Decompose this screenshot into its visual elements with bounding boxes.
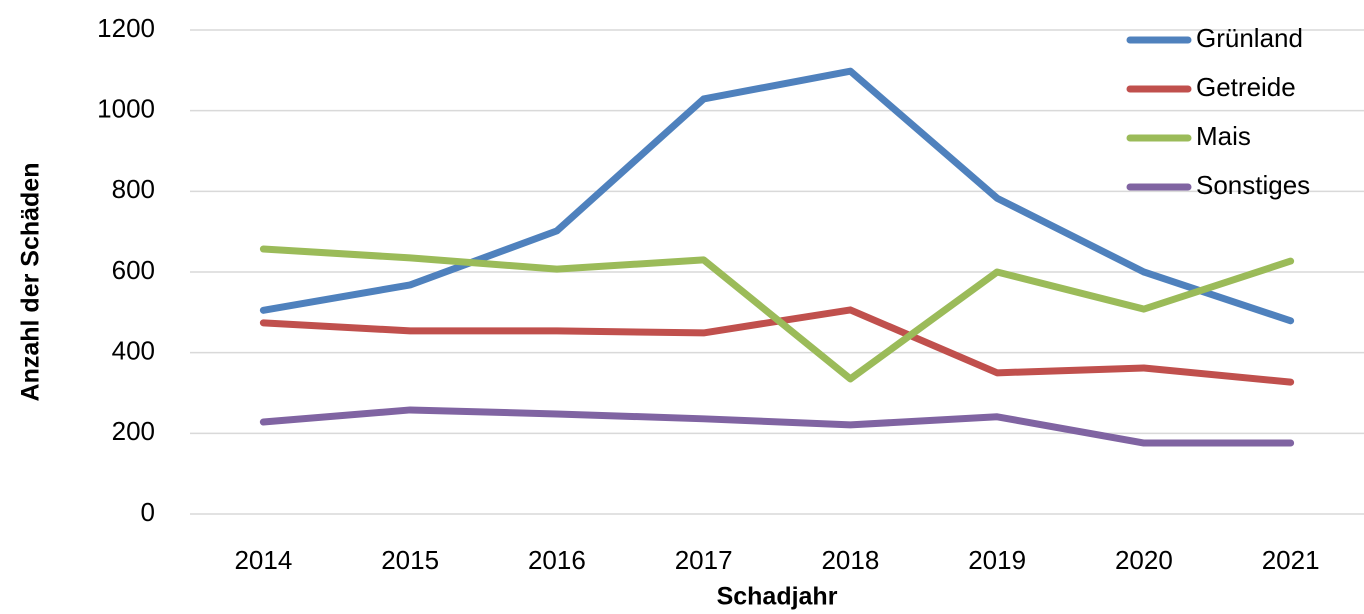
legend-label: Getreide	[1196, 72, 1296, 102]
y-tick-label: 0	[141, 497, 155, 527]
x-tick-label: 2016	[528, 545, 586, 575]
series-line	[259, 245, 1295, 383]
x-tick-label: 2015	[381, 545, 439, 575]
x-tick-label: 2018	[821, 545, 879, 575]
legend-label: Mais	[1196, 121, 1251, 151]
y-axis-title: Anzahl der Schäden	[17, 163, 45, 402]
series-line	[259, 67, 1295, 325]
y-tick-label: 200	[112, 416, 155, 446]
x-tick-label: 2014	[234, 545, 292, 575]
y-tick-label: 1200	[97, 13, 155, 43]
x-tick-label: 2019	[968, 545, 1026, 575]
x-tick-label: 2017	[675, 545, 733, 575]
y-tick-label: 400	[112, 336, 155, 366]
x-tick-label: 2020	[1115, 545, 1173, 575]
legend-label: Sonstiges	[1196, 170, 1310, 200]
y-tick-label: 800	[112, 174, 155, 204]
legend-label: Grünland	[1196, 23, 1303, 53]
y-tick-label: 600	[112, 255, 155, 285]
x-tick-label: 2021	[1262, 545, 1320, 575]
y-tick-label: 1000	[97, 94, 155, 124]
x-axis-title: Schadjahr	[717, 583, 838, 611]
series-line	[259, 406, 1295, 447]
